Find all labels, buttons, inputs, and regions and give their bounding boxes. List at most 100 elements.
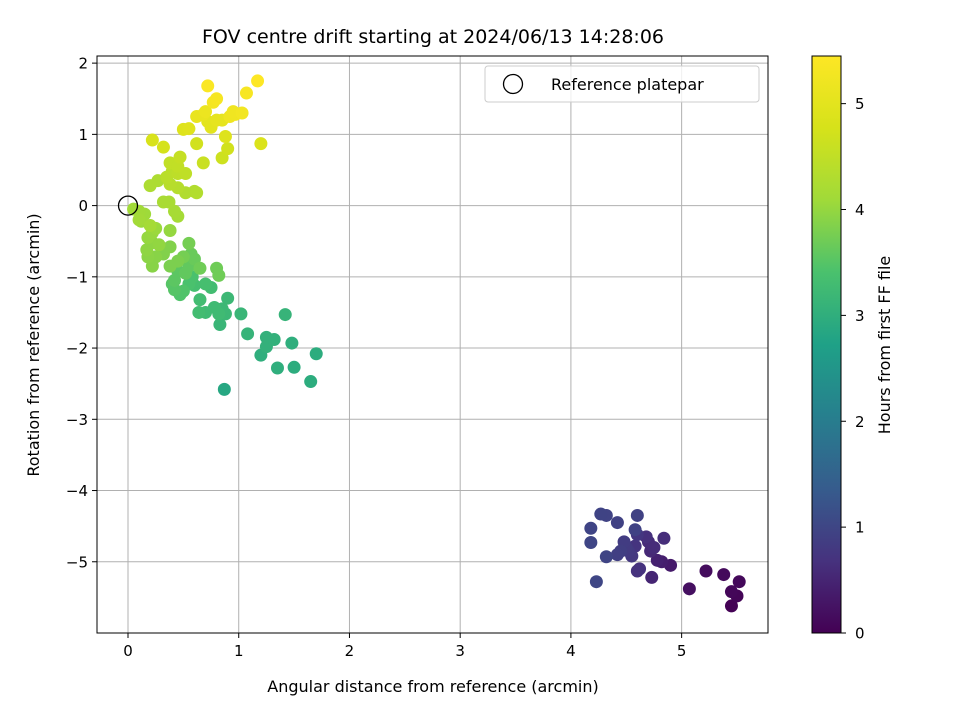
y-tick-label: −2 [66,340,88,358]
data-point [610,516,624,530]
data-point [196,156,210,170]
data-point [212,268,226,282]
data-point [221,291,235,305]
y-tick-label: 1 [78,126,88,144]
data-point [199,105,213,119]
y-tick-label: −5 [66,553,88,571]
data-point [584,521,598,535]
data-point [201,79,215,93]
data-point [699,564,713,578]
y-tick-label: 0 [78,197,88,215]
data-point [192,305,206,319]
data-point [212,307,226,321]
colorbar-tick-label: 5 [855,95,865,113]
plot-frame [96,55,769,634]
x-tick-label: 4 [566,642,576,660]
x-axis-label: Angular distance from reference (arcmin) [267,677,598,696]
data-point [682,582,696,596]
data-point [589,575,603,589]
x-tick-label: 2 [345,642,355,660]
data-point [190,137,204,151]
data-point [717,568,731,582]
data-point [610,548,624,562]
data-point [127,202,141,216]
data-point [285,336,299,350]
data-point [218,129,232,143]
y-tick-label: 2 [78,55,88,73]
colorbar-tick-label: 2 [855,413,865,431]
colorbar-gradient [811,55,842,634]
data-point [221,142,235,156]
data-point [304,375,318,389]
data-point [251,74,265,88]
colorbar-tick-label: 0 [855,625,865,643]
data-point [630,564,644,578]
colorbar-tick-label: 3 [855,307,865,325]
colorbar-tick-label: 1 [855,519,865,537]
reference-platepar-marker [117,195,139,216]
data-point [278,308,292,322]
data-point [193,261,207,275]
data-point [630,508,644,522]
data-point [199,277,213,291]
data-point [217,382,231,396]
data-point [650,553,664,567]
data-point [132,213,146,227]
data-point [173,150,187,164]
data-point [239,86,253,100]
data-point [657,531,671,545]
y-tick-label: −3 [66,411,88,429]
data-point [152,238,166,252]
data-point [724,599,738,613]
data-point [143,219,157,233]
x-tick-label: 5 [677,642,687,660]
legend: Reference platepar [484,65,760,103]
data-point [724,585,738,599]
y-axis-label: Rotation from reference (arcmin) [24,213,43,476]
data-point [190,186,204,200]
x-tick-label: 1 [234,642,244,660]
data-point [645,570,659,584]
data-point [732,575,746,589]
colorbar: 0 1 2 3 4 5 Hours from first FF file [811,55,894,643]
legend-label: Reference platepar [551,75,704,94]
data-point [163,259,177,273]
data-point [287,360,301,374]
data-point [193,293,207,307]
data-point [182,122,196,136]
data-point [235,106,249,120]
colorbar-label: Hours from first FF file [875,256,894,435]
data-point [156,140,170,154]
data-point [213,318,227,332]
chart-title: FOV centre drift starting at 2024/06/13 … [202,26,664,48]
data-point [254,137,268,151]
colorbar-ticks: 0 1 2 3 4 5 [841,95,865,643]
data-point [143,179,157,193]
x-tick-label: 0 [123,642,133,660]
data-point [309,347,323,361]
data-point [594,507,608,521]
legend-marker-icon [502,73,524,95]
data-points [127,74,746,613]
data-point [628,523,642,537]
grid [97,56,768,633]
data-point [234,307,248,321]
data-point [267,333,281,347]
data-point [182,236,196,250]
x-tick-label: 3 [455,642,465,660]
data-point [599,550,613,564]
y-tick-label: −4 [66,482,88,500]
data-point [163,224,177,238]
data-point [270,361,284,375]
legend-box [484,65,760,103]
data-point [647,541,661,555]
x-axis-ticks: 0 1 2 3 4 5 [123,633,686,660]
data-point [210,92,224,106]
data-point [156,195,170,209]
reference-marker-layer [117,195,139,216]
data-point [145,133,159,147]
colorbar-tick-label: 4 [855,201,865,219]
data-point [584,536,598,550]
data-point [241,327,255,341]
